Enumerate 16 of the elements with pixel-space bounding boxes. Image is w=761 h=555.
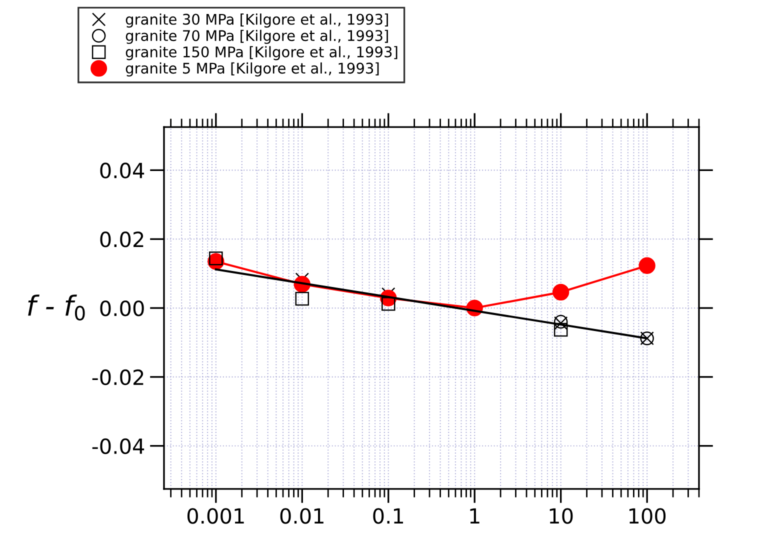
y-tick-label: -0.02 [92, 369, 144, 386]
legend-label: granite 70 MPa [Kilgore et al., 1993] [126, 30, 388, 44]
x-tick-label: 0.001 [187, 508, 244, 524]
y-tick-label: 0.00 [100, 300, 144, 316]
x-tick-label: 1 [470, 508, 480, 524]
y-tick-label: 0.02 [100, 232, 144, 248]
legend-label: granite 5 MPa [Kilgore et al., 1993] [126, 62, 379, 77]
legend-label: granite 150 MPa [Kilgore et al., 1993] [126, 46, 398, 60]
x-tick-label: 100 [629, 508, 666, 524]
y-axis-title: f - f$_{0}$ [28, 294, 85, 321]
y-tick-label: 0.04 [100, 162, 144, 178]
legend-label: granite 30 MPa [Kilgore et al., 1993] [126, 14, 388, 28]
x-tick-label: 0.01 [280, 508, 324, 524]
y-tick-label: -0.04 [92, 438, 144, 454]
x-tick-label: 0.1 [373, 508, 404, 524]
x-tick-label: 10 [550, 508, 573, 524]
